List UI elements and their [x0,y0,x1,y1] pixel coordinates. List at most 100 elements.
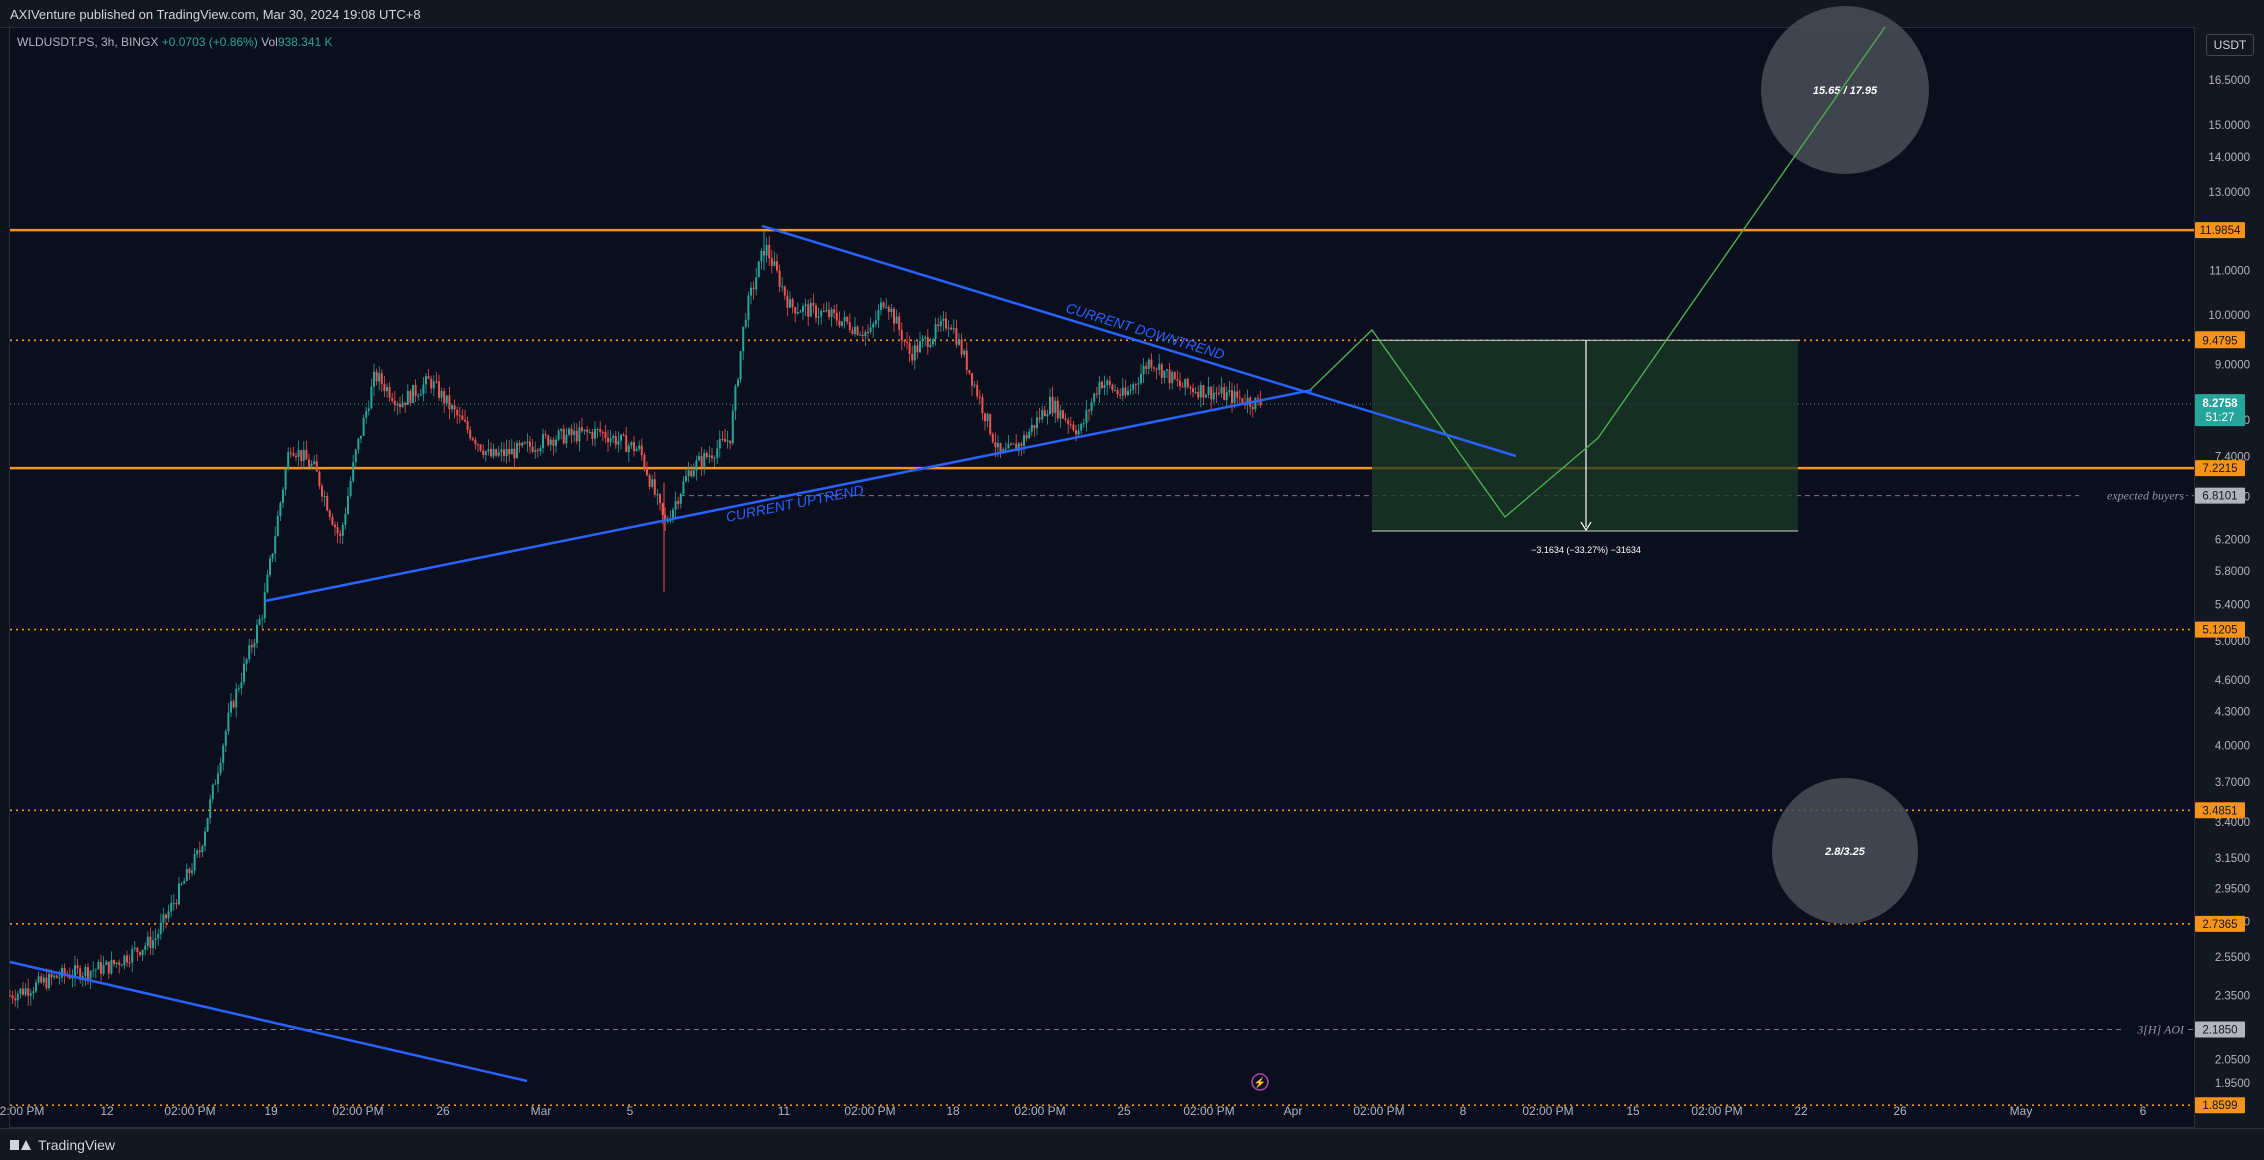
time-tick-label: 02:00 PM [1353,1104,1404,1118]
candle-body [651,479,654,487]
candle-body [601,431,604,433]
candle-body [71,977,74,979]
candle-body [1155,368,1158,370]
price-tick-label: 4.3000 [2215,707,2250,719]
candle-body [562,428,565,444]
publisher-text: AXIVenture published on TradingView.com,… [10,7,421,22]
level-annotation: 3[H] AOI [2136,1023,2185,1037]
candle-body [1223,387,1226,400]
level-price-badge [2195,621,2245,638]
candle-body [963,350,966,355]
target-circle-upper [1761,6,1929,174]
candle-body [523,442,526,444]
candle-body [864,331,867,337]
candle-body [146,936,149,946]
candle-body [952,328,955,330]
candle-body [1241,398,1244,404]
candle-body [1095,393,1098,395]
candle-body [209,799,212,818]
currency-selector[interactable]: USDT [2206,34,2254,56]
candle-body [206,817,209,832]
candle-body [313,461,316,464]
candle-body [1030,425,1033,432]
candle-body [269,558,271,575]
candle-body [16,993,19,1001]
level-price-badge-text: 2.1850 [2202,1025,2237,1037]
candle-body [211,784,214,800]
candle-body [622,434,625,436]
candle-body [716,448,719,459]
candle-body [188,868,191,874]
candle-body [929,344,932,348]
candle-body [747,295,750,320]
candle-body [477,444,479,446]
price-tick-label: 2.9500 [2215,884,2250,896]
candle-body [924,337,927,339]
candle-body [139,951,141,955]
level-text-bg [2125,1020,2186,1039]
candle-body [235,688,238,708]
candle-body [1090,402,1093,412]
price-tick-label: 14.0000 [2208,152,2250,164]
candle-body [1140,373,1142,384]
candle-body [846,316,849,322]
candle-body [427,376,430,379]
candle-body [22,988,24,995]
candle-body [224,731,227,746]
candle-body [1220,387,1223,394]
candle-body [838,320,841,326]
candle-body [198,850,201,853]
time-tick-label: 02:00 PM [1014,1104,1065,1118]
candle-body [708,455,711,457]
price-tick-label: 3.4000 [2215,817,2250,829]
candle-body [1069,424,1072,426]
candle-body [133,947,136,949]
candle-body [1171,372,1174,384]
candle-body [627,445,630,452]
candle-body [1043,410,1046,417]
candle-body [664,514,667,522]
price-axis[interactable] [2195,27,2264,1128]
candle-body [1251,406,1254,410]
last-price-badge [2195,394,2245,427]
candle-body [893,308,895,324]
candle-body [256,624,258,643]
candle-body [1017,443,1020,452]
price-tick-label: 9.0000 [2215,360,2250,372]
candle-body [1033,425,1036,429]
level-price-badge-text: 11.9854 [2200,225,2241,237]
candle-body [557,430,560,440]
lower-trendline [9,960,528,1083]
candle-body [789,299,791,308]
downtrend-line [761,224,1517,458]
candle-body [799,311,802,313]
candle-body [1176,379,1179,381]
candle-body [705,453,708,457]
candle-body [1103,384,1106,388]
candle-body [245,659,248,664]
candle-body [542,434,544,449]
candle-body [726,440,729,442]
candle-body [1111,384,1114,391]
candle-body [1173,372,1176,380]
candle-body [406,390,409,405]
candle-body [544,434,547,436]
candle-body [830,309,833,317]
candle-body [757,261,760,278]
candle-body [703,453,706,467]
level-price-badge-text: 7.2215 [2202,463,2237,475]
candle-body [991,434,994,443]
candle-body [1254,397,1257,410]
candle-body [321,486,323,497]
candle-body [625,435,628,452]
candle-body [1202,385,1205,398]
candle-body [175,902,178,905]
candle-body [856,326,859,335]
candle-body [292,453,295,456]
candle-body [911,353,914,361]
candle-body [612,435,615,439]
chart-pane[interactable] [9,27,2195,1128]
candle-body [302,450,305,461]
candle-body [222,745,225,763]
